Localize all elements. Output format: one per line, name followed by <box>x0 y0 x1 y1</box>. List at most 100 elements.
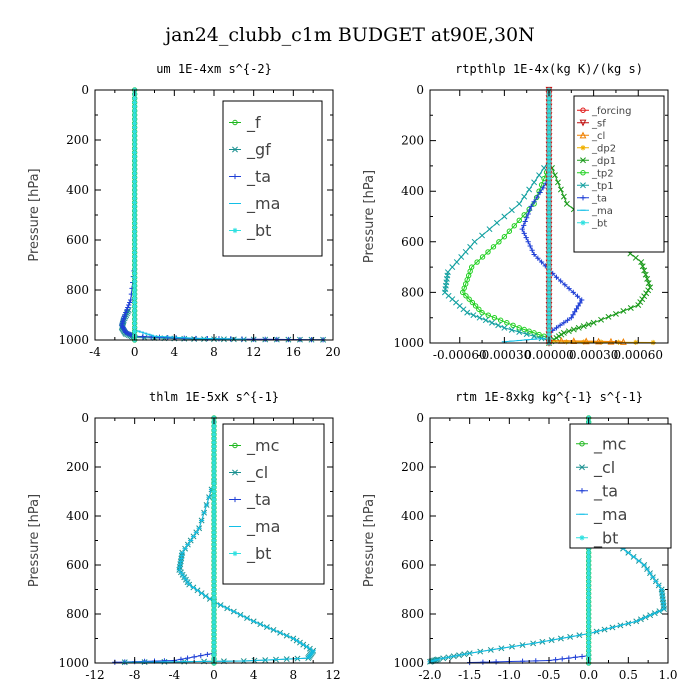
series-bt <box>211 415 217 666</box>
data-point-4 <box>559 656 565 662</box>
data-point-50 <box>211 619 217 625</box>
data-point-26 <box>132 195 138 201</box>
data-point-5 <box>521 193 528 200</box>
series-tp1 <box>441 157 552 344</box>
data-point-41 <box>546 260 552 266</box>
legend-item-bt: _bt <box>576 528 618 548</box>
series-bt <box>132 87 138 343</box>
data-point-37 <box>508 326 515 333</box>
data-point-43 <box>132 266 138 272</box>
data-point-23 <box>211 509 217 515</box>
series-ma <box>122 481 316 663</box>
data-point-39 <box>546 251 552 258</box>
data-point-14 <box>462 248 469 255</box>
series-line <box>462 165 550 339</box>
x-tick-label: -0.5 <box>537 668 560 682</box>
y-tick-label: 800 <box>401 607 424 621</box>
panel-1: um 1E-4xm s^{-2} Pressure [hPa] -4 0 4 8 12 16 2… <box>27 62 341 359</box>
data-point-16 <box>453 259 460 265</box>
data-point-1 <box>563 339 569 345</box>
data-point-8 <box>132 120 138 126</box>
x-tick-label: 0.5 <box>619 668 638 682</box>
y-tick-label: 800 <box>66 607 89 621</box>
data-point-44 <box>132 270 138 276</box>
data-point-58 <box>132 329 138 335</box>
x-tick-label: -12 <box>85 668 104 682</box>
data-point-12 <box>519 226 525 232</box>
data-point-11 <box>480 659 486 665</box>
data-point-28 <box>211 529 217 535</box>
y-tick-label: 200 <box>66 460 89 474</box>
data-point-7 <box>508 207 515 214</box>
data-point-4 <box>546 104 552 110</box>
data-point-30 <box>546 213 552 220</box>
data-point-7 <box>527 207 533 213</box>
data-point-23 <box>645 280 652 287</box>
data-point-30 <box>132 212 138 218</box>
data-point-4 <box>211 431 217 437</box>
data-point-29 <box>574 293 581 299</box>
data-point-31 <box>211 541 217 548</box>
data-point-3 <box>537 189 543 196</box>
panel-title: rtpthlp 1E-4x(kg K)/(kg s) <box>455 62 643 76</box>
data-point-51 <box>211 623 217 629</box>
data-point-10 <box>486 226 493 233</box>
x-tick-label: -2.0 <box>418 668 441 682</box>
data-point-16 <box>527 243 533 249</box>
legend-item-mc: _mc <box>229 436 279 456</box>
x-tick-label: -0.00030 <box>478 348 532 362</box>
data-point-47 <box>132 283 138 289</box>
y-tick-label: 400 <box>66 509 89 523</box>
data-point-10 <box>511 223 517 229</box>
y-tick-label: 0 <box>416 83 424 97</box>
y-tick-label: 0 <box>81 83 89 97</box>
legend-item-tp2: _tp2 <box>577 168 614 179</box>
data-point-38 <box>586 570 592 576</box>
y-tick-label: 200 <box>401 460 424 474</box>
data-point-29 <box>132 208 138 214</box>
x-tick-label: 0.0 <box>579 668 598 682</box>
data-point-55 <box>211 639 217 646</box>
data-point-30 <box>635 302 642 309</box>
data-point-5 <box>553 657 559 663</box>
y-axis-label: Pressure [hPa] <box>362 170 377 263</box>
panel-title: rtm 1E-8xkg kg^{-1} s^{-1} <box>455 390 643 404</box>
data-point-18 <box>531 251 537 258</box>
legend-label: _ma <box>591 206 613 217</box>
y-axis-label: Pressure [hPa] <box>362 494 377 587</box>
data-point-15 <box>485 249 491 255</box>
data-point-42 <box>586 586 592 593</box>
data-point-26 <box>562 282 568 288</box>
data-point-43 <box>211 590 217 597</box>
data-point-3 <box>531 179 538 186</box>
data-point-37 <box>211 566 217 572</box>
data-point-13 <box>496 239 502 245</box>
data-point-3 <box>582 337 590 345</box>
x-tick-label: -8 <box>129 668 141 682</box>
legend-label: _tp2 <box>591 168 614 179</box>
data-point-12 <box>132 137 138 143</box>
data-point-32 <box>586 546 592 552</box>
legend-label: _bt <box>591 218 607 229</box>
data-point-12 <box>211 464 217 470</box>
y-tick-label: 800 <box>66 283 89 297</box>
x-tick-label: 0.00030 <box>569 348 619 362</box>
data-point-40 <box>211 578 217 584</box>
data-point-35 <box>510 322 516 328</box>
data-point-legend <box>579 119 587 127</box>
data-point-legend <box>232 442 238 449</box>
data-point-26 <box>546 197 552 203</box>
data-point-39 <box>211 574 217 580</box>
data-point-31 <box>546 218 552 224</box>
data-point-52 <box>211 627 217 633</box>
data-point-10 <box>211 456 217 462</box>
data-point-50 <box>586 619 592 625</box>
data-point-legend <box>579 131 587 139</box>
data-point-21 <box>642 271 649 278</box>
x-tick-label: -0.00060 <box>433 348 487 362</box>
data-point-27 <box>641 293 648 300</box>
legend-box <box>222 100 323 257</box>
data-point-legend <box>580 195 586 201</box>
data-point-43 <box>586 590 592 597</box>
data-point-55 <box>132 316 138 322</box>
